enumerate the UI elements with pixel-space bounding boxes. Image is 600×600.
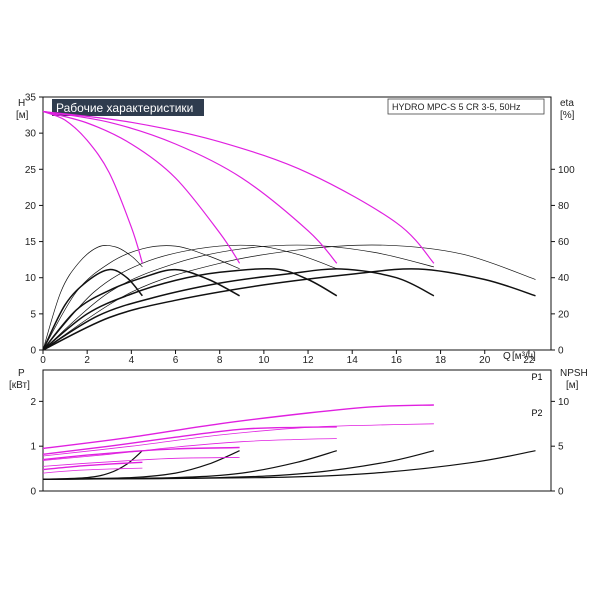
npsh-tick-label: 5 <box>558 442 564 453</box>
power-curve <box>42 404 434 450</box>
model-box <box>387 98 545 115</box>
flow-tick-label: 4 <box>129 355 135 366</box>
top-plot-frame <box>42 96 552 351</box>
npsh-curve <box>42 450 536 480</box>
eta-tick-label: 80 <box>558 201 570 212</box>
bottom-panel: P [кВт] NPSH [м] 0 1 2 0 5 10 P1 P2 <box>9 368 588 498</box>
power-curve <box>42 423 434 457</box>
power-curve <box>42 438 337 461</box>
efficiency-curve-bold <box>42 268 536 351</box>
flow-tick-label: 16 <box>391 355 403 366</box>
efficiency-curve-bold <box>42 267 338 351</box>
top-panel: Рабочие характеристики HYDRO MPC-S 5 CR … <box>16 93 575 367</box>
bottom-plot-frame <box>42 369 552 492</box>
flow-tick-label: 20 <box>479 355 491 366</box>
pump-model-label: HYDRO MPC-S 5 CR 3-5, 50Hz <box>392 102 521 112</box>
eta-tick-label: 100 <box>558 165 575 176</box>
efficiency-curve-bold <box>42 268 435 351</box>
efficiency-curve <box>42 244 536 351</box>
head-curve <box>42 110 143 264</box>
power-curve <box>42 426 337 455</box>
flow-tick-label: 8 <box>217 355 223 366</box>
head-tick-label: 20 <box>25 201 37 212</box>
npsh-axis-label: NPSH <box>560 368 588 379</box>
power-curve-label: P2 <box>532 408 543 418</box>
head-axis-label: H <box>18 98 25 109</box>
npsh-curve <box>42 450 240 480</box>
head-axis-unit: [м] <box>16 110 29 121</box>
power-curve <box>42 461 143 471</box>
bottom-curves: P1 P2 <box>42 372 543 480</box>
efficiency-curve-bold <box>42 268 143 351</box>
efficiency-curve-bold <box>42 268 240 351</box>
flow-tick-label: 2 <box>84 355 90 366</box>
eta-axis-unit: [%] <box>560 110 575 121</box>
flow-tick-label: 22 <box>523 355 535 366</box>
flow-tick-label: 18 <box>435 355 447 366</box>
power-curve <box>42 467 143 474</box>
power-tick-label: 2 <box>30 397 36 408</box>
flow-tick-label: 6 <box>173 355 179 366</box>
npsh-axis-unit: [м] <box>566 380 579 391</box>
flow-axis-label: Q <box>503 351 511 362</box>
power-axis-label: P <box>18 368 25 379</box>
head-tick-label: 0 <box>30 346 36 357</box>
power-curve <box>42 457 240 467</box>
power-tick-label: 1 <box>30 442 36 453</box>
eta-tick-label: 60 <box>558 237 570 248</box>
flow-axis-unit: [м³/ч] <box>512 351 536 362</box>
eta-tick-label: 0 <box>558 346 564 357</box>
head-tick-label: 5 <box>30 309 36 320</box>
flow-tick-label: 12 <box>302 355 314 366</box>
efficiency-curve <box>42 244 434 351</box>
eta-tick-label: 20 <box>558 309 570 320</box>
efficiency-curve <box>42 244 337 351</box>
chart-title: Рабочие характеристики <box>56 101 193 115</box>
title-box <box>52 99 204 116</box>
power-curve <box>42 446 240 461</box>
head-curve <box>42 110 241 264</box>
power-curve-p1 <box>43 385 536 444</box>
eta-tick-label: 40 <box>558 273 570 284</box>
head-tick-label: 25 <box>25 165 37 176</box>
head-axis-ticks: 0 5 10 15 20 25 30 35 <box>25 93 43 357</box>
npsh-axis-ticks: 0 5 10 <box>551 397 570 498</box>
eta-axis-label: eta <box>560 98 574 109</box>
npsh-tick-label: 10 <box>558 397 570 408</box>
flow-tick-label: 14 <box>347 355 359 366</box>
power-tick-label: 0 <box>30 487 36 498</box>
efficiency-curve <box>42 245 143 351</box>
head-tick-label: 30 <box>25 129 37 140</box>
head-curve-main <box>43 112 536 264</box>
top-curves <box>42 110 536 351</box>
power-axis-unit: [кВт] <box>9 380 30 391</box>
power-curve-label: P1 <box>532 372 543 382</box>
head-curve <box>42 110 435 264</box>
head-tick-label: 35 <box>25 93 37 104</box>
head-tick-label: 10 <box>25 273 37 284</box>
head-tick-label: 15 <box>25 237 37 248</box>
flow-tick-label: 10 <box>258 355 270 366</box>
power-axis-ticks: 0 1 2 <box>30 397 43 498</box>
flow-axis-ticks: 0 2 4 6 8 10 12 14 16 18 20 22 <box>40 350 535 366</box>
head-curve <box>42 110 338 264</box>
eta-axis-ticks: 0 20 40 60 80 100 <box>551 165 575 357</box>
npsh-tick-label: 0 <box>558 487 564 498</box>
flow-tick-label: 0 <box>40 355 46 366</box>
